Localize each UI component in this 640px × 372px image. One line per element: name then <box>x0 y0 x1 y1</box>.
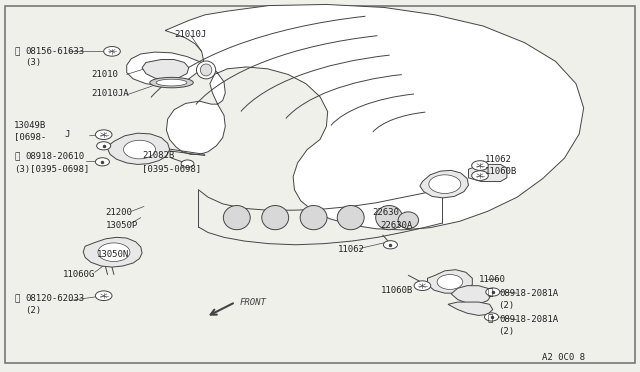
Text: Ⓝ: Ⓝ <box>14 153 19 161</box>
Circle shape <box>95 291 112 301</box>
Text: 11060B: 11060B <box>485 167 517 176</box>
Ellipse shape <box>223 205 250 230</box>
Circle shape <box>181 160 194 167</box>
Circle shape <box>98 243 130 262</box>
Polygon shape <box>127 4 584 230</box>
Circle shape <box>472 161 488 170</box>
Circle shape <box>472 171 488 180</box>
Text: 13050N: 13050N <box>97 250 129 259</box>
Circle shape <box>486 288 500 296</box>
Text: (2): (2) <box>498 301 514 310</box>
Text: FRONT: FRONT <box>240 298 267 307</box>
Circle shape <box>414 281 431 291</box>
Text: 08120-62033: 08120-62033 <box>26 294 84 303</box>
Polygon shape <box>448 302 493 315</box>
Circle shape <box>95 158 109 166</box>
Text: 13050P: 13050P <box>106 221 138 230</box>
Circle shape <box>95 130 112 140</box>
Text: 21082B: 21082B <box>142 151 174 160</box>
Polygon shape <box>428 270 472 293</box>
Text: Ⓝ: Ⓝ <box>488 315 493 324</box>
Text: 11060G: 11060G <box>63 270 95 279</box>
Text: 22630: 22630 <box>372 208 399 217</box>
Ellipse shape <box>262 205 289 230</box>
Text: 08918-20610: 08918-20610 <box>26 153 84 161</box>
Text: (2): (2) <box>498 327 514 336</box>
Polygon shape <box>420 170 468 198</box>
Circle shape <box>97 142 111 150</box>
Text: J: J <box>64 130 69 139</box>
Ellipse shape <box>398 212 419 228</box>
Circle shape <box>437 275 463 289</box>
Text: 21010J: 21010J <box>174 30 206 39</box>
Circle shape <box>429 175 461 193</box>
Circle shape <box>124 140 156 159</box>
Ellipse shape <box>156 79 187 86</box>
Text: 21010: 21010 <box>92 70 118 79</box>
Text: 22630A: 22630A <box>381 221 413 230</box>
Text: A2 0C0 8: A2 0C0 8 <box>541 353 585 362</box>
Text: 21200: 21200 <box>106 208 132 217</box>
Text: 11060B: 11060B <box>381 286 413 295</box>
Circle shape <box>104 46 120 56</box>
Circle shape <box>484 313 499 321</box>
Text: 08918-2081A: 08918-2081A <box>499 289 558 298</box>
Text: 11062: 11062 <box>485 155 512 164</box>
Text: Ⓑ: Ⓑ <box>14 294 19 303</box>
Text: Ⓝ: Ⓝ <box>488 289 493 298</box>
Text: (2): (2) <box>26 306 42 315</box>
Ellipse shape <box>196 61 216 79</box>
Text: [0395-0698]: [0395-0698] <box>142 164 201 173</box>
Text: [0698-: [0698- <box>14 132 46 141</box>
Ellipse shape <box>300 205 327 230</box>
Text: 08918-2081A: 08918-2081A <box>499 315 558 324</box>
Polygon shape <box>108 133 170 164</box>
Polygon shape <box>451 286 492 304</box>
Text: 13049B: 13049B <box>14 121 46 130</box>
Ellipse shape <box>337 205 364 230</box>
Text: 21010JA: 21010JA <box>92 89 129 98</box>
Ellipse shape <box>150 77 193 88</box>
Text: (3)[0395-0698]: (3)[0395-0698] <box>14 165 90 174</box>
Polygon shape <box>83 237 142 267</box>
Polygon shape <box>142 60 189 80</box>
Text: 08156-61633: 08156-61633 <box>26 47 84 56</box>
Ellipse shape <box>376 205 403 230</box>
Text: (3): (3) <box>26 58 42 67</box>
Polygon shape <box>468 164 507 182</box>
Text: Ⓑ: Ⓑ <box>14 47 19 56</box>
Text: 11062: 11062 <box>338 245 365 254</box>
Ellipse shape <box>200 64 212 76</box>
Circle shape <box>383 241 397 249</box>
FancyBboxPatch shape <box>5 6 635 363</box>
Text: 11060: 11060 <box>479 275 506 283</box>
